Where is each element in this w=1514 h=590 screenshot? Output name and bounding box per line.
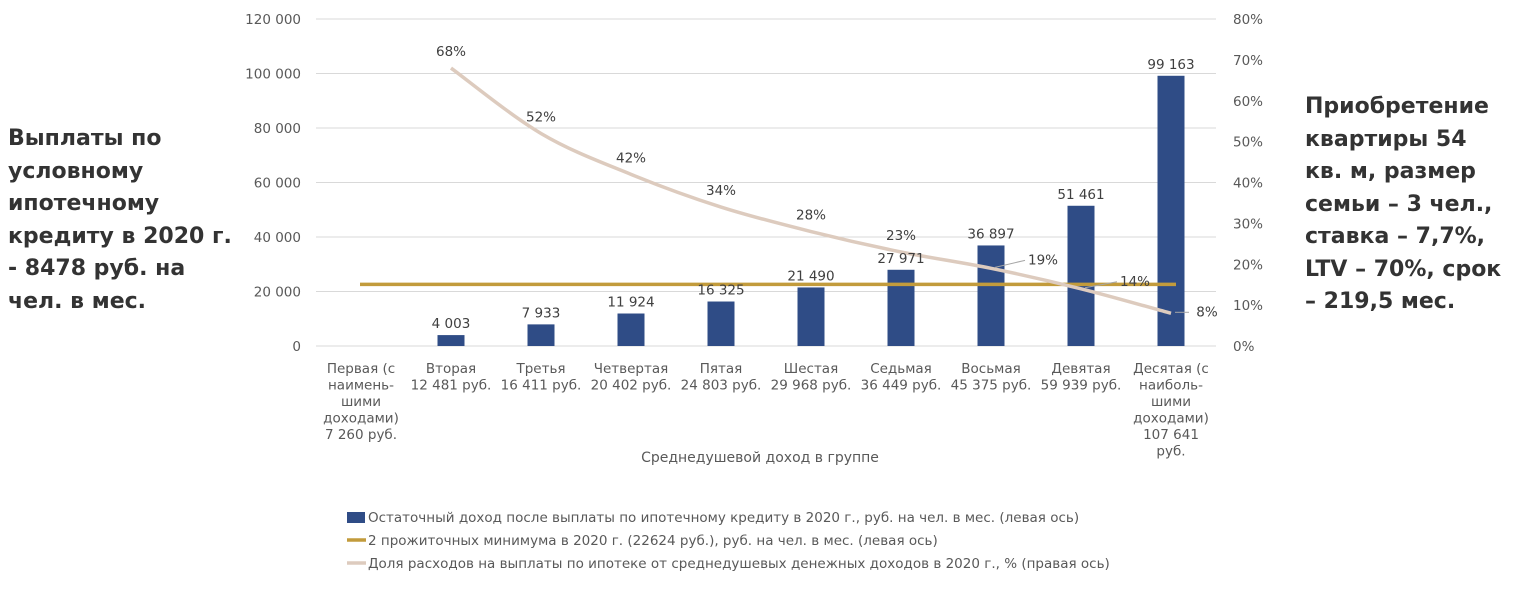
category-label: Восьмая 45 375 руб. xyxy=(951,361,1032,394)
legend-entry: 2 прожиточных минимума в 2020 г. (22624 … xyxy=(368,533,938,549)
share-value-label: 8% xyxy=(1196,304,1218,320)
left-tick-label: 100 000 xyxy=(245,67,301,83)
bar-value-label: 21 490 xyxy=(787,268,834,284)
share-value-label: 68% xyxy=(436,44,466,60)
left-axis-ticks: 0 20 000 40 000 60 000 80 000 100 000 120 000 xyxy=(245,12,301,355)
category-label: Девятая 59 939 руб. xyxy=(1041,361,1122,394)
bar-value-label: 16 325 xyxy=(697,283,744,299)
right-tick-label: 0% xyxy=(1233,339,1255,355)
bar-series xyxy=(437,75,1185,346)
bar xyxy=(527,324,555,346)
share-value-label: 23% xyxy=(886,228,916,244)
right-tick-label: 30% xyxy=(1233,216,1263,232)
share-value-label: 42% xyxy=(616,150,646,166)
category-label: Первая (с наимень-шими доходами) 7 260 руб. xyxy=(323,361,399,443)
bar xyxy=(1157,75,1185,346)
bar xyxy=(707,301,735,346)
bar xyxy=(1067,205,1095,346)
category-labels: Первая (с наимень-шими доходами) 7 260 руб.… xyxy=(323,361,1209,460)
share-value-label: 28% xyxy=(796,208,826,224)
bar xyxy=(437,335,465,346)
bar-value-label: 36 897 xyxy=(967,226,1014,242)
bar xyxy=(887,269,915,346)
bar-value-label: 7 933 xyxy=(522,305,561,321)
left-tick-label: 0 xyxy=(292,339,301,355)
left-tick-label: 80 000 xyxy=(254,121,301,137)
share-value-label: 19% xyxy=(1028,252,1058,268)
category-label: Третья 16 411 руб. xyxy=(501,361,582,394)
bar-data-labels: 4 003 7 933 11 924 16 325 21 490 27 971 36 897… xyxy=(432,57,1195,332)
bar xyxy=(797,287,825,346)
right-tick-label: 10% xyxy=(1233,298,1263,314)
label-leader-line xyxy=(1084,281,1118,289)
bar xyxy=(617,313,645,346)
x-axis-title: Среднедушевой доход в группе xyxy=(641,450,879,466)
bar-value-label: 11 924 xyxy=(607,295,654,311)
category-label: Вторая 12 481 руб. xyxy=(411,361,492,394)
left-tick-label: 60 000 xyxy=(254,176,301,192)
legend: Остаточный доход после выплаты по ипотеч… xyxy=(347,510,1110,572)
category-label: Шестая 29 968 руб. xyxy=(771,361,852,394)
right-tick-label: 50% xyxy=(1233,135,1263,151)
category-label: Седьмая 36 449 руб. xyxy=(861,361,942,394)
category-label: Четвертая 20 402 руб. xyxy=(591,361,672,394)
category-label: Пятая 24 803 руб. xyxy=(681,361,762,394)
right-tick-label: 70% xyxy=(1233,53,1263,69)
bar-value-label: 51 461 xyxy=(1057,187,1104,203)
gridlines xyxy=(316,18,1216,347)
left-tick-label: 120 000 xyxy=(245,12,301,28)
left-tick-label: 40 000 xyxy=(254,230,301,246)
share-value-label: 34% xyxy=(706,183,736,199)
share-value-label: 14% xyxy=(1120,274,1150,290)
right-tick-label: 60% xyxy=(1233,94,1263,110)
right-tick-label: 40% xyxy=(1233,176,1263,192)
bar-value-label: 4 003 xyxy=(432,316,471,332)
left-tick-label: 20 000 xyxy=(254,285,301,301)
right-axis-ticks: 0% 10% 20% 30% 40% 50% 60% 70% 80% xyxy=(1233,12,1263,355)
share-data-labels: 68% 52% 42% 34% 28% 23% 19% 14% 8% xyxy=(436,44,1218,320)
right-note: Приобретение квартиры 54 кв. м, размер с… xyxy=(1305,94,1502,314)
legend-entry: Доля расходов на выплаты по ипотеке от с… xyxy=(368,556,1110,572)
right-tick-label: 80% xyxy=(1233,12,1263,28)
bar-value-label: 99 163 xyxy=(1147,57,1194,73)
legend-swatch-bars xyxy=(347,512,365,523)
share-line-series xyxy=(449,66,1172,315)
share-line xyxy=(449,66,1172,315)
label-leader-line xyxy=(994,259,1026,268)
category-label: Десятая (с наиболь-шими доходами) 107 641 ру… xyxy=(1133,361,1209,460)
share-value-label: 52% xyxy=(526,109,556,125)
right-tick-label: 20% xyxy=(1233,257,1263,273)
bar-value-label: 27 971 xyxy=(877,251,924,267)
bar xyxy=(977,245,1005,346)
legend-entry: Остаточный доход после выплаты по ипотеч… xyxy=(368,510,1079,526)
left-note: Выплаты по условному ипотечному кредиту … xyxy=(8,126,232,314)
